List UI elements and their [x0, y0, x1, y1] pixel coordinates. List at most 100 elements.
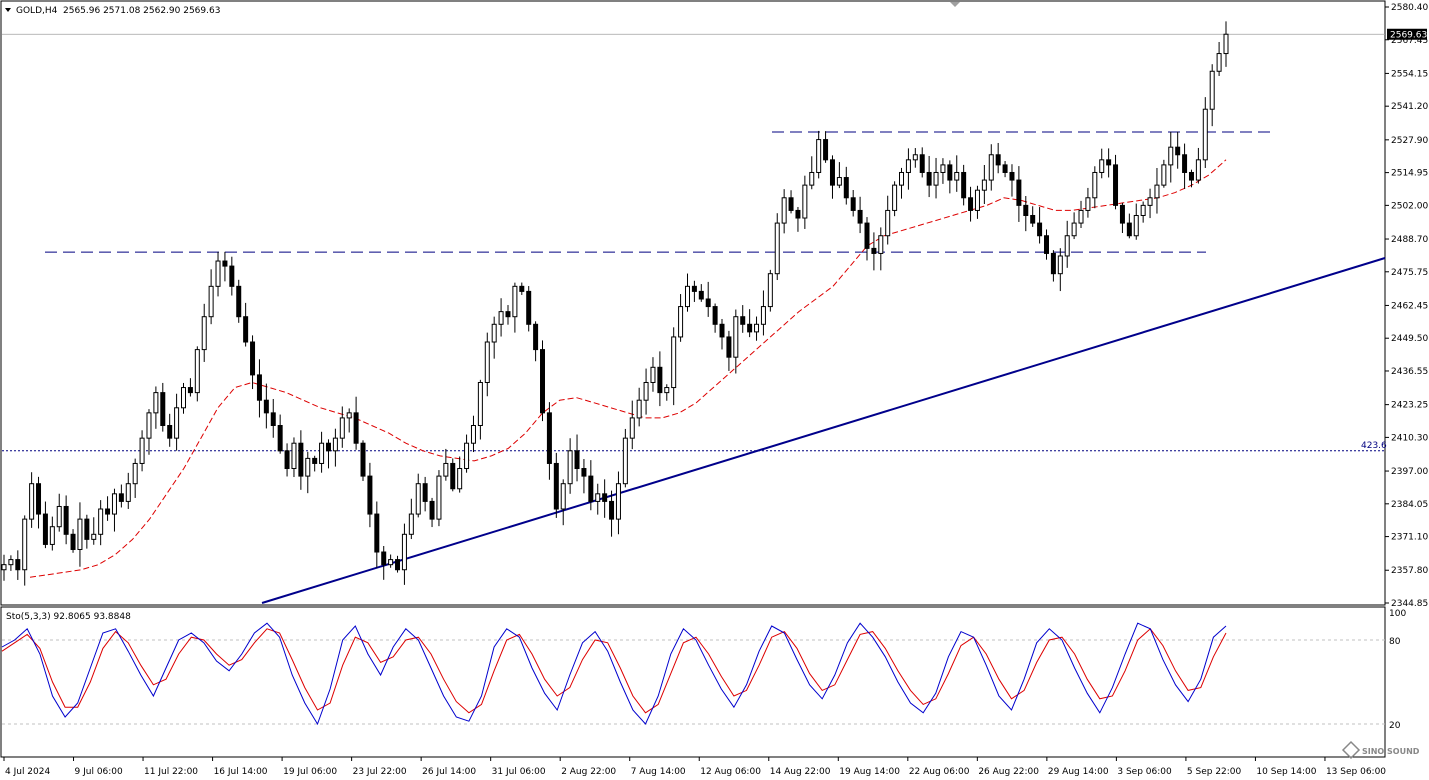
candle-up — [671, 336, 677, 389]
candle-up — [754, 323, 760, 333]
price-tick-label: 2384.05 — [1391, 500, 1428, 510]
candle-up — [760, 306, 766, 325]
candle-up — [1195, 159, 1201, 181]
fibo-level-label: 423.6 — [1361, 441, 1387, 451]
chart-shift-marker-icon[interactable] — [950, 2, 960, 7]
candle-up — [1161, 164, 1167, 186]
trendline[interactable] — [261, 257, 1386, 604]
stoch-frame — [0, 606, 1386, 758]
candle-up — [684, 285, 690, 308]
candle-down — [864, 222, 870, 249]
candle-up — [215, 260, 221, 287]
candle-down — [947, 164, 953, 181]
candle-down — [829, 159, 835, 186]
candle-down — [823, 139, 829, 161]
symbol-header: GOLD,H4 — [16, 6, 58, 16]
candle-up — [678, 306, 684, 338]
candle-down — [1043, 235, 1049, 254]
candle-down — [968, 197, 974, 211]
candle-up — [912, 154, 918, 161]
candle-down — [1188, 171, 1194, 181]
candle-up — [132, 462, 138, 485]
candle-up — [629, 417, 635, 439]
time-axis: 4 Jul 2024 9 Jul 06:00 11 Jul 22:00 16 Jul … — [3, 757, 1386, 777]
candle-down — [843, 177, 849, 199]
time-tick-label: 29 Aug 14:00 — [1048, 767, 1109, 777]
candle-up — [339, 417, 345, 439]
candle-up — [181, 387, 187, 409]
price-tick-label: 2567.45 — [1391, 36, 1428, 46]
candle-down — [747, 323, 753, 333]
candle-up — [484, 341, 490, 383]
candle-down — [926, 171, 932, 186]
candle-up — [1133, 214, 1139, 237]
watermark: SINO SOUND — [1341, 740, 1420, 760]
last-price-label: 2569.63 — [1390, 30, 1427, 40]
candle-down — [312, 457, 318, 464]
moving-average-line — [29, 159, 1227, 578]
candle-up — [139, 437, 145, 464]
candle-down — [719, 323, 725, 338]
candle-up — [477, 381, 483, 427]
candle-down — [574, 450, 580, 470]
candle-up — [567, 450, 573, 485]
candle-down — [256, 374, 262, 401]
time-tick-label: 23 Jul 22:00 — [353, 767, 407, 777]
candle-down — [277, 425, 283, 452]
candle-up — [22, 518, 28, 571]
candle-down — [519, 285, 525, 292]
candle-down — [250, 341, 256, 376]
candle-down — [553, 462, 559, 510]
price-tick-label: 2527.90 — [1391, 136, 1428, 146]
candle-down — [705, 298, 711, 308]
time-tick-label: 3 Sep 06:00 — [1117, 767, 1172, 777]
candle-down — [1126, 222, 1132, 237]
candle-down — [1113, 164, 1119, 206]
stoch-tick-label: 20 — [1389, 721, 1401, 731]
candle-up — [8, 559, 14, 566]
candle-down — [429, 500, 435, 520]
candle-up — [346, 412, 352, 419]
time-tick-label: 7 Aug 14:00 — [631, 767, 686, 777]
time-tick-label: 16 Jul 14:00 — [214, 767, 268, 777]
candle-down — [63, 505, 69, 535]
candle-down — [1182, 154, 1188, 173]
candle-up — [98, 508, 104, 535]
candle-up — [1099, 159, 1105, 173]
candle-down — [395, 559, 401, 571]
price-tick-label: 2397.00 — [1391, 467, 1428, 477]
candle-down — [42, 513, 48, 545]
candles-layer — [1, 21, 1229, 586]
candle-up — [1057, 255, 1063, 275]
candle-down — [270, 412, 276, 427]
candle-down — [325, 442, 331, 452]
candle-down — [995, 154, 1001, 166]
candle-down — [187, 387, 193, 394]
candle-up — [1092, 171, 1098, 199]
time-tick-label: 13 Sep 06:00 — [1326, 767, 1386, 777]
dropdown-triangle-icon[interactable] — [5, 8, 11, 12]
candle-down — [1037, 222, 1043, 237]
candle-down — [1009, 171, 1015, 181]
candle-down — [160, 392, 166, 427]
candle-up — [1085, 197, 1091, 211]
stoch-signal-line — [1, 628, 1227, 714]
price-tick-label: 2423.25 — [1391, 401, 1428, 411]
candle-down — [1119, 204, 1125, 224]
candle-up — [194, 349, 200, 394]
price-tick-label: 2410.30 — [1391, 433, 1428, 443]
candle-up — [650, 366, 656, 383]
candle-down — [229, 265, 235, 287]
candle-up — [809, 171, 815, 186]
stochastic-layer: 100 80 20 — [1, 609, 1406, 731]
candle-up — [319, 442, 325, 464]
candle-down — [284, 450, 290, 470]
candle-down — [1106, 159, 1112, 166]
candle-down — [602, 493, 608, 502]
candle-up — [1168, 146, 1174, 166]
candle-down — [691, 285, 697, 292]
candle-up — [305, 457, 311, 477]
time-tick-label: 9 Jul 06:00 — [75, 767, 124, 777]
candle-down — [546, 412, 552, 464]
